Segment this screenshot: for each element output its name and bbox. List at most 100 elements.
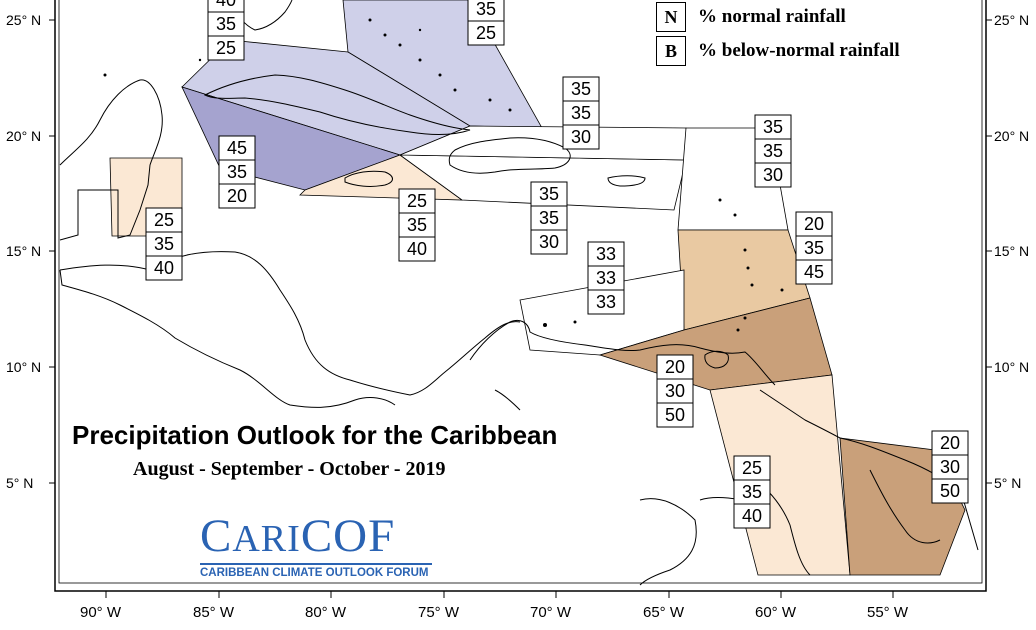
logo-tagline: CARIBBEAN CLIMATE OUTLOOK FORUM <box>200 567 429 579</box>
probability-box <box>795 235 833 261</box>
probability-value: 35 <box>407 215 427 235</box>
trinidad-coast <box>704 350 729 369</box>
probability-value: 45 <box>804 262 824 282</box>
probability-box <box>398 212 436 238</box>
lat-label: 15° N <box>6 243 41 259</box>
probability-value: 33 <box>596 244 616 264</box>
lat-label: 20° N <box>6 128 41 144</box>
puerto-rico-coast <box>607 175 646 187</box>
probability-value: 20 <box>804 214 824 234</box>
lat-ticks <box>49 19 992 484</box>
probability-value: 35 <box>476 0 496 19</box>
south-america-interior <box>494 389 941 586</box>
logo-letters-small: ARI <box>232 518 301 560</box>
probability-box <box>754 114 792 140</box>
lon-label: 65° W <box>643 604 685 621</box>
guianas-coast <box>759 389 979 551</box>
probability-value: 40 <box>216 0 236 10</box>
probability-value: 30 <box>940 457 960 477</box>
probability-box <box>218 159 256 185</box>
probability-box <box>562 124 600 150</box>
probability-value: 25 <box>216 38 236 58</box>
probability-box <box>562 100 600 126</box>
probability-value: 50 <box>665 405 685 425</box>
probability-box <box>795 259 833 285</box>
probability-value: 35 <box>539 208 559 228</box>
yucatan-coast <box>59 79 163 241</box>
lat-label: 15° N <box>994 243 1029 259</box>
probability-box <box>733 503 771 529</box>
lat-label: 25° N <box>6 12 41 28</box>
probability-box <box>145 231 183 257</box>
legend-key-below: B <box>656 36 686 66</box>
probability-value: 50 <box>940 481 960 501</box>
probability-box <box>207 35 245 61</box>
probability-value: 35 <box>763 117 783 137</box>
probability-box <box>931 430 969 456</box>
caricof-logo: CARICOF CARIBBEAN CLIMATE OUTLOOK FORUM <box>200 512 432 579</box>
logo-letters: COF <box>300 510 396 562</box>
legend-row-below: B % below-normal rainfall <box>656 34 900 68</box>
lat-label: 20° N <box>994 128 1029 144</box>
legend-row-normal: N % normal rainfall <box>656 0 900 34</box>
lon-label: 85° W <box>193 604 235 621</box>
lat-label: 10° N <box>6 359 41 375</box>
probability-value: 35 <box>571 103 591 123</box>
probability-value: 30 <box>665 381 685 401</box>
lat-label: 5° N <box>994 475 1021 491</box>
probability-box <box>218 183 256 209</box>
probability-value: 40 <box>154 258 174 278</box>
logo-rule <box>200 563 432 565</box>
legend-key-normal: N <box>656 2 686 32</box>
probability-box <box>656 402 694 428</box>
central-america-coast <box>59 251 521 408</box>
lon-label: 70° W <box>530 604 572 621</box>
lon-label: 75° W <box>418 604 460 621</box>
probability-value: 30 <box>571 127 591 147</box>
legend-label-normal: % normal rainfall <box>698 6 846 27</box>
lon-label: 55° W <box>867 604 909 621</box>
probability-box <box>754 138 792 164</box>
probability-box <box>931 478 969 504</box>
map-frame <box>54 0 987 592</box>
probability-value: 25 <box>476 23 496 43</box>
probability-box <box>530 229 568 255</box>
lon-label: 60° W <box>755 604 797 621</box>
logo-wordmark: CARICOF <box>200 512 432 563</box>
probability-box <box>656 378 694 404</box>
probability-value: 40 <box>742 506 762 526</box>
probability-box <box>754 162 792 188</box>
probability-box <box>467 20 505 46</box>
probability-value: 20 <box>665 357 685 377</box>
colombia-venezuela-coast <box>469 319 776 386</box>
logo-letter: C <box>200 510 233 562</box>
map-title: Precipitation Outlook for the Caribbean <box>72 420 558 450</box>
lat-label: 10° N <box>994 359 1029 375</box>
probability-value: 33 <box>596 292 616 312</box>
probability-value: 35 <box>154 234 174 254</box>
probability-value: 35 <box>227 162 247 182</box>
probability-value: 20 <box>940 433 960 453</box>
probability-value: 35 <box>571 79 591 99</box>
hispaniola-coast <box>448 137 571 174</box>
probability-value: 25 <box>742 458 762 478</box>
lon-label: 80° W <box>305 604 347 621</box>
legend: N % normal rainfall B % below-normal rai… <box>656 0 900 68</box>
probability-value: 40 <box>407 239 427 259</box>
probability-box <box>530 205 568 231</box>
outlook-regions <box>109 0 966 576</box>
probability-box <box>931 454 969 480</box>
probability-value: 20 <box>227 186 247 206</box>
probability-box <box>145 255 183 281</box>
cuba-coast <box>203 74 471 135</box>
probability-box <box>733 455 771 481</box>
probability-value: 35 <box>804 238 824 258</box>
probability-value: 35 <box>763 141 783 161</box>
probability-box <box>398 236 436 262</box>
probability-box <box>145 207 183 233</box>
lat-label: 25° N <box>994 12 1029 28</box>
probability-stacks: 40 35 25 35 25 35 35 30 45 35 20 35 35 30 25 35 40 35 35 30… <box>145 0 969 529</box>
map-inner-frame <box>58 0 983 584</box>
lon-ticks <box>105 591 894 598</box>
